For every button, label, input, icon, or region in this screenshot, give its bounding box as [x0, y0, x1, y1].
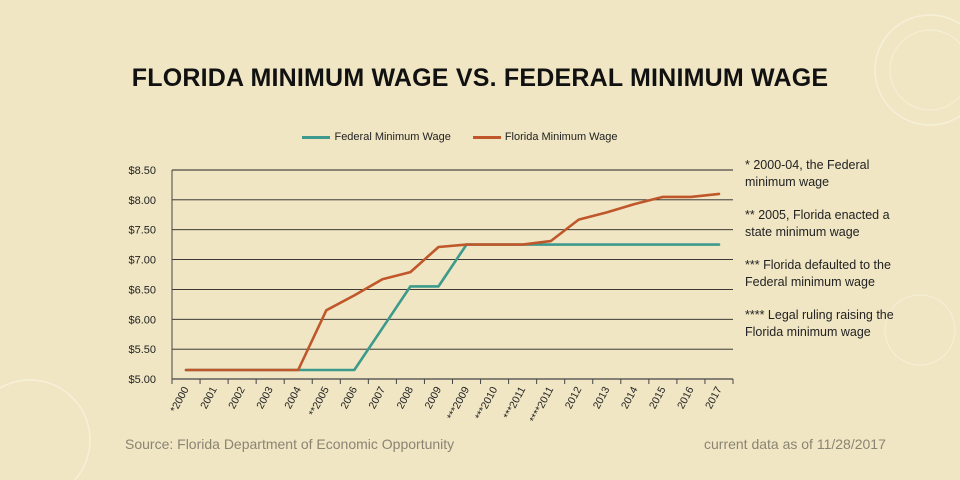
x-tick-label: 2003 [254, 385, 276, 411]
note-4: **** Legal ruling raising the Florida mi… [745, 308, 894, 339]
note-3: *** Florida defaulted to the Federal min… [745, 258, 891, 289]
data-date-caption: current data as of 11/28/2017 [704, 436, 886, 452]
x-tick-label: 2009 [423, 385, 445, 411]
x-tick-label: 2002 [226, 385, 248, 411]
x-tick-label: 2004 [282, 385, 304, 411]
x-tick-label: ***2010 [473, 385, 500, 422]
x-tick-label: **2005 [307, 385, 332, 419]
legend-item-federal: Federal Minimum Wage [302, 131, 451, 143]
y-tick-label: $7.00 [128, 255, 156, 267]
legend-swatch-florida [472, 135, 501, 139]
y-tick-label: $6.50 [128, 284, 156, 296]
x-tick-label: 2015 [647, 385, 669, 411]
x-tick-label: 2014 [619, 385, 641, 411]
notes-panel: * 2000-04, the Federal minimum wage ** 2… [745, 157, 920, 357]
x-tick-label: 2006 [338, 385, 360, 411]
y-tick-label: $8.50 [128, 165, 156, 177]
legend-swatch-federal [302, 135, 331, 139]
x-tick-label: 2016 [675, 385, 697, 411]
x-tick-label: ***2009 [445, 385, 472, 422]
x-tick-label: 2001 [198, 385, 220, 411]
x-tick-label: 2012 [563, 385, 585, 411]
x-tick-label: *2000 [168, 385, 192, 415]
y-tick-label: $5.00 [128, 374, 156, 386]
chart-title: FLORIDA MINIMUM WAGE VS. FEDERAL MINIMUM… [131, 64, 829, 92]
legend-item-florida: Florida Minimum Wage [472, 131, 618, 143]
series-line-federal [184, 243, 721, 372]
y-tick-label: $8.00 [128, 195, 156, 207]
x-tick-label: 2017 [703, 385, 725, 411]
chart-legend: Federal Minimum Wage Florida Minimum Wag… [0, 131, 960, 143]
series-line-florida [184, 192, 721, 372]
y-tick-label: $5.50 [128, 344, 156, 356]
x-tick-label: 2007 [366, 385, 388, 411]
x-tick-label: 2013 [591, 385, 613, 411]
legend-label-federal: Federal Minimum Wage [334, 131, 451, 143]
legend-label-florida: Florida Minimum Wage [504, 131, 618, 143]
x-tick-label: ****2011 [527, 385, 556, 425]
y-tick-label: $7.50 [128, 225, 156, 237]
y-tick-label: $6.00 [128, 314, 156, 326]
source-caption: Source: Florida Department of Economic O… [125, 436, 455, 452]
x-tick-label: 2008 [395, 385, 417, 411]
note-1: * 2000-04, the Federal minimum wage [745, 158, 870, 189]
note-2: ** 2005, Florida enacted a state minimum… [745, 208, 890, 239]
x-tick-label: ***2011 [501, 385, 528, 422]
